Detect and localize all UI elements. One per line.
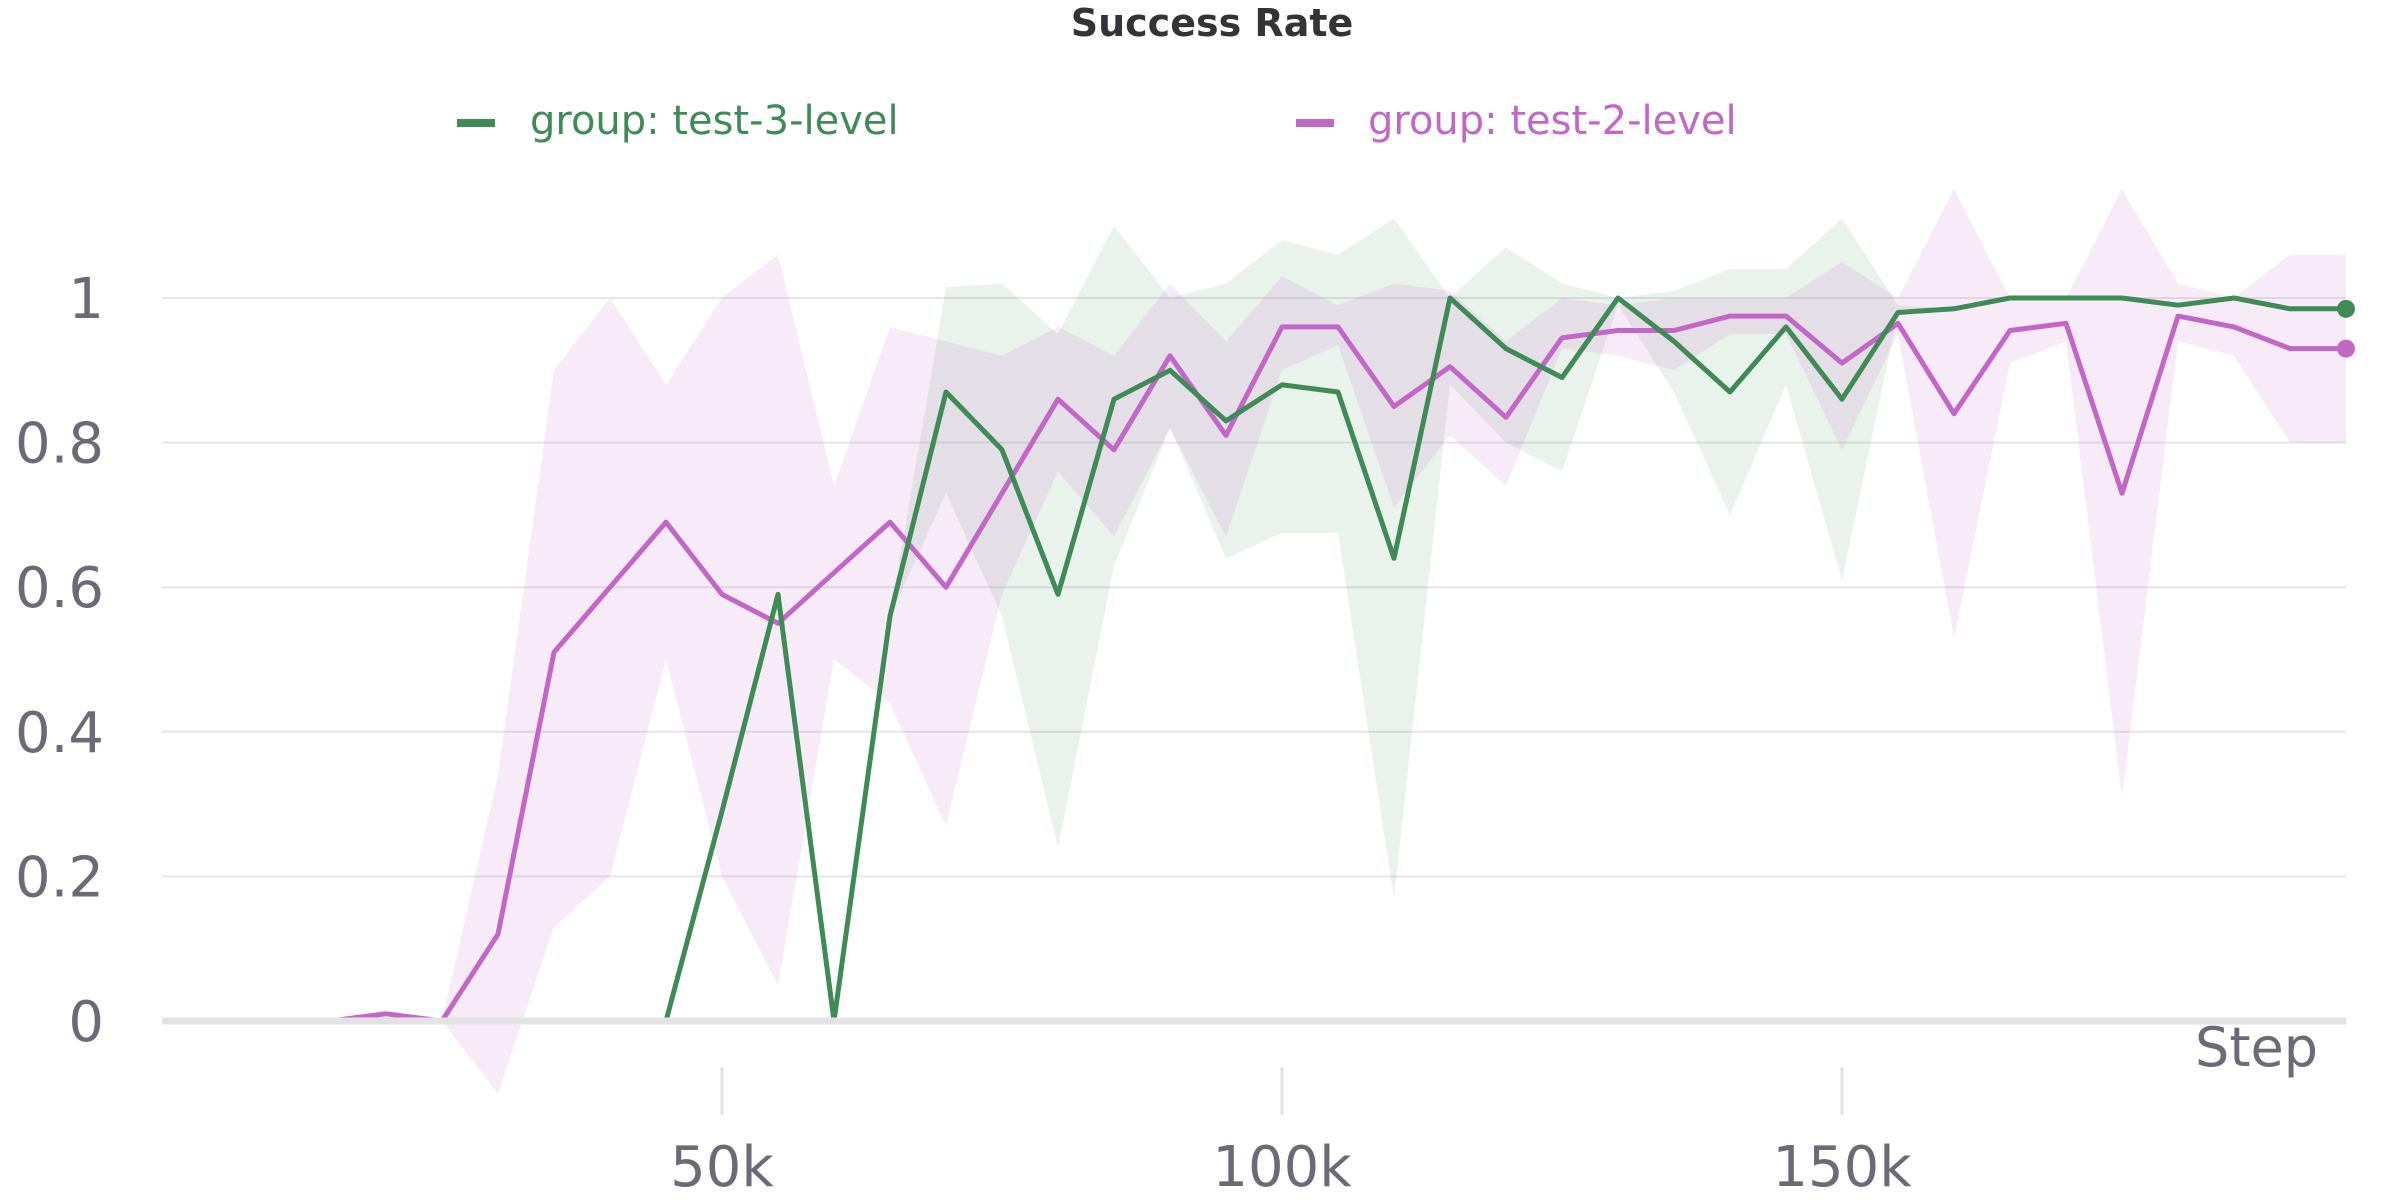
y-tick-label: 1 — [68, 267, 104, 332]
y-tick-label: 0.6 — [15, 556, 104, 621]
series-lines — [271, 295, 2355, 1024]
series-end-marker-test-2-level — [2337, 339, 2355, 358]
y-tick-label: 0.2 — [15, 845, 104, 910]
grid-lines — [162, 297, 2346, 878]
y-tick-label: 0.8 — [15, 412, 104, 477]
chart-title: Success Rate — [1071, 1, 1354, 45]
x-tick-label: 150k — [1772, 1135, 1912, 1200]
legend-label-test-2-level[interactable]: group: test-2-level — [1368, 98, 1737, 144]
y-tick-label: 0.4 — [15, 701, 104, 766]
x-axis-title: Step — [2195, 1016, 2318, 1079]
confidence-band-test-2-level — [274, 189, 2346, 1094]
series-line-test-2-level[interactable] — [271, 313, 2349, 1024]
legend-label-test-3-level[interactable]: group: test-3-level — [530, 98, 899, 144]
legend[interactable]: group: test-3-level group: test-2-level — [457, 98, 1737, 144]
confidence-band-test-3-level — [666, 218, 2346, 1021]
confidence-bands — [274, 189, 2346, 1094]
x-tick-label: 100k — [1212, 1135, 1352, 1200]
series-end-marker-test-3-level — [2337, 299, 2355, 318]
x-tick-label: 50k — [670, 1135, 774, 1200]
series-line-test-3-level[interactable] — [663, 295, 2349, 1024]
y-tick-label: 0 — [68, 990, 104, 1055]
